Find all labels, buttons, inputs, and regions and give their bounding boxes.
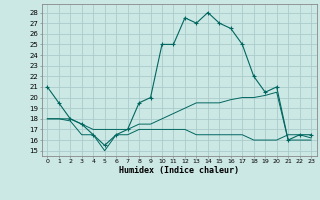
X-axis label: Humidex (Indice chaleur): Humidex (Indice chaleur): [119, 166, 239, 175]
